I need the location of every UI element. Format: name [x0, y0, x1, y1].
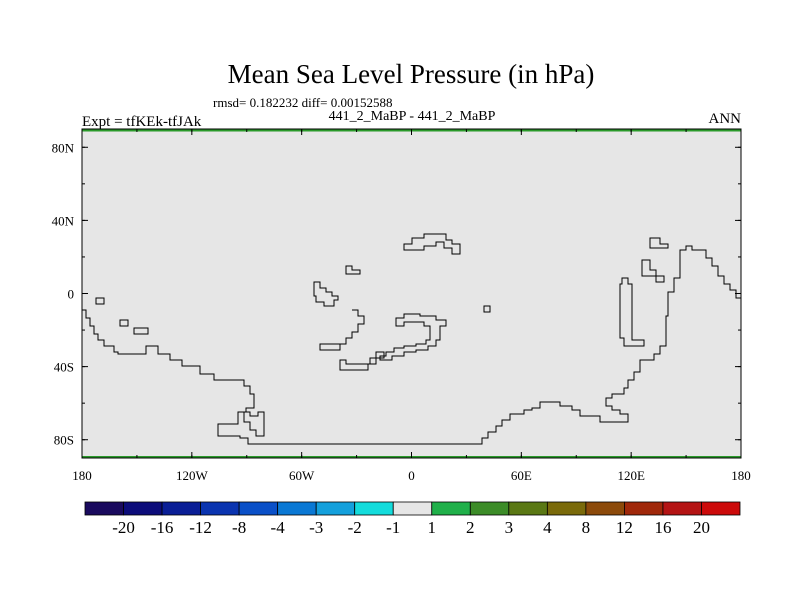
coastlines: [82, 233, 741, 445]
chart-subtitle: 441_2_MaBP - 441_2_MaBP: [329, 109, 496, 124]
colorbar-swatch: [701, 501, 741, 516]
x-tick-label: 0: [408, 468, 415, 483]
colorbar-label: -4: [271, 518, 286, 537]
colorbar-label: 8: [582, 518, 591, 537]
colorbar: -20 -16 -12 -8 -4 -3 -2 -1 1 2 3 4 8 12 16 20: [84, 501, 741, 537]
stats-label: rmsd= 0.182232 diff= 0.00152588: [213, 95, 392, 110]
colorbar-swatch: [84, 501, 124, 516]
x-tick-label: 60W: [289, 468, 315, 483]
colorbar-swatch: [431, 501, 471, 516]
colorbar-swatch: [662, 501, 702, 516]
y-tick-label: 80S: [54, 433, 74, 448]
colorbar-label: 20: [693, 518, 710, 537]
y-tick-label: 40S: [54, 360, 74, 375]
colorbar-swatch: [238, 501, 279, 516]
colorbar-swatch: [624, 501, 664, 516]
pressure-field: [82, 129, 741, 458]
colorbar-label: -3: [309, 518, 323, 537]
colorbar-swatch: [161, 501, 201, 516]
colorbar-label: 2: [466, 518, 475, 537]
colorbar-label: -1: [386, 518, 400, 537]
colorbar-swatch: [354, 501, 394, 516]
colorbar-label: 3: [505, 518, 514, 537]
y-tick-label: 40N: [52, 213, 75, 228]
colorbar-label: -12: [189, 518, 212, 537]
x-tick-label: 60E: [511, 468, 532, 483]
colorbar-swatch: [277, 501, 317, 516]
x-axis: 180 120W 60W 0 60E 120E 180: [72, 129, 751, 483]
y-tick-label: 0: [68, 287, 75, 302]
x-tick-label: 120W: [176, 468, 209, 483]
colorbar-swatch: [546, 501, 587, 516]
colorbar-swatch: [585, 501, 625, 516]
left-label: Expt = tfKEk-tfJAk: [82, 114, 202, 130]
colorbar-label: -8: [232, 518, 246, 537]
colorbar-swatch: [200, 501, 240, 516]
colorbar-label: -20: [112, 518, 135, 537]
colorbar-label: -2: [348, 518, 362, 537]
colorbar-swatch: [508, 501, 548, 516]
colorbar-swatch: [469, 501, 510, 516]
y-tick-label: 80N: [52, 140, 75, 155]
colorbar-swatch: [315, 501, 356, 516]
x-tick-label: 180: [731, 468, 751, 483]
right-label: ANN: [709, 111, 742, 127]
colorbar-swatch: [123, 501, 163, 516]
x-tick-label: 180: [72, 468, 92, 483]
colorbar-label: 4: [543, 518, 552, 537]
x-tick-label: 120E: [617, 468, 645, 483]
chart-title: Mean Sea Level Pressure (in hPa): [228, 59, 595, 89]
colorbar-label: 1: [428, 518, 437, 537]
colorbar-swatch: [392, 501, 433, 516]
colorbar-label: -16: [151, 518, 174, 537]
colorbar-label: 16: [654, 518, 671, 537]
y-axis: 80N 40N 0 40S 80S: [52, 140, 741, 448]
colorbar-label: 12: [616, 518, 633, 537]
